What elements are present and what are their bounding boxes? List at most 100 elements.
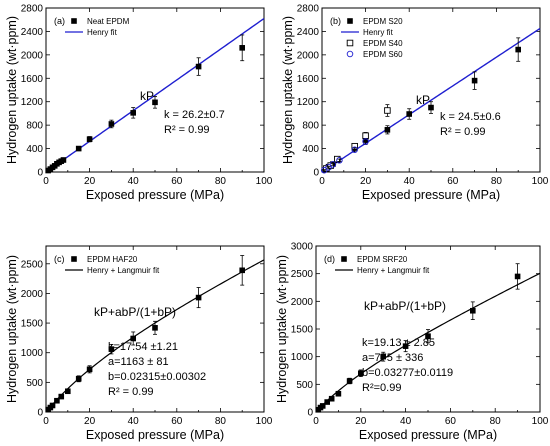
data-point [130,110,136,116]
legend: (d) EPDM SRF20 Henry + Langmuir fit [324,254,430,275]
data-point [358,370,364,377]
series-neat-epdm [45,34,245,174]
data-point [75,145,82,152]
data-point [152,99,158,106]
chart-panel-d: 0 20 40 60 80 100050010001500200025003000Expo… [275,242,549,443]
legend: (a) Neat EPDM Henry fit [54,16,130,37]
data-point [54,397,60,404]
data-point [351,146,358,153]
x-tick-label: 0 [319,176,325,187]
x-tick-label: 20 [355,416,367,427]
y-tick-label: 1000 [291,352,314,363]
y-tick-label: 3000 [291,242,314,253]
legend-entry: Henry fit [87,28,118,37]
legend-entry: EPDM S40 [363,39,403,48]
data-point [347,18,353,24]
fit-parameter: k=17.54 ±1.21 [108,341,178,353]
data-point [195,63,202,70]
x-tick-label: 0 [43,176,49,187]
data-point [384,127,391,133]
data-point [329,161,337,168]
fit-line [45,259,265,413]
data-point [324,399,330,405]
data-point [336,157,343,164]
x-axis-label: Exposed pressure (MPa) [86,428,224,442]
x-tick-label: 80 [490,416,502,427]
y-tick-label: 1500 [21,319,44,330]
y-tick-label: 0 [37,168,43,179]
data-point [71,18,77,24]
x-tick-label: 60 [171,416,183,427]
y-tick-label: 1000 [21,348,44,359]
fit-parameter: b=0.03277±0.0119 [362,367,453,379]
fit-parameter: R² = 0.99 [164,124,210,136]
model-annotation: kP [140,89,154,103]
fit-line [321,27,541,173]
legend: (b) EPDM S20 Henry fit EPDM S40 EPDM S60 [330,16,403,59]
data-point [239,45,245,51]
y-tick-label: 800 [302,121,319,132]
fit-parameter: k=19.13 ± 2.85 [362,337,435,349]
y-axis-label: Hydrogen uptake (wt·ppm) [281,16,295,164]
y-tick-label: 400 [26,144,43,155]
y-tick-label: 2000 [21,50,44,61]
y-tick-label: 500 [296,380,313,391]
model-annotation: kP+abP/(1+bP) [94,305,176,319]
y-tick-label: 500 [26,378,43,389]
data-point [320,166,328,174]
y-axis-label: Hydrogen uptake (wt·ppm) [5,255,19,403]
y-tick-label: 2800 [21,4,44,15]
y-axis-label: Hydrogen uptake (wt·ppm) [5,16,19,164]
y-tick-label: 2400 [21,27,44,38]
x-tick-label: 80 [215,416,227,427]
y-tick-label: 0 [313,168,319,179]
fit-parameter: R²=0.99 [362,382,401,394]
panel-label: (d) [324,254,335,264]
data-point [470,307,476,314]
data-point [108,121,115,127]
x-axis-label: Exposed pressure (MPa) [362,188,500,202]
data-point [130,335,136,342]
legend: (c) EPDM HAF20 Henry + Langmuir fit [54,254,160,275]
y-tick-label: 400 [302,144,319,155]
data-point [428,104,434,111]
data-point [362,132,369,139]
data-point [86,136,93,142]
y-tick-label: 0 [37,408,43,419]
y-tick-label: 2400 [297,27,320,38]
legend-entry: Henry + Langmuir fit [357,266,430,275]
x-tick-label: 60 [171,176,183,187]
x-tick-label: 20 [360,176,372,187]
legend-entry: Neat EPDM [87,17,130,26]
data-point [362,138,369,145]
data-point [152,325,158,331]
data-point [335,390,342,397]
data-point [58,393,65,400]
data-point [60,157,67,163]
data-point [325,164,332,171]
y-tick-label: 2800 [297,4,320,15]
data-point [346,378,353,384]
data-point [380,353,386,360]
x-tick-label: 40 [404,176,416,187]
y-tick-label: 1200 [21,97,44,108]
legend-entry: EPDM SRF20 [357,255,408,264]
y-tick-label: 1500 [291,325,314,336]
series-epdm-haf20 [45,255,245,413]
x-tick-label: 100 [532,176,549,187]
data-point [319,403,326,409]
legend-entry: EPDM S20 [363,17,403,26]
x-tick-label: 60 [445,416,457,427]
data-point [384,107,391,114]
y-tick-label: 0 [307,408,313,419]
data-point [402,343,409,349]
y-tick-label: 2000 [291,297,314,308]
panel-label: (b) [330,16,341,26]
chart-panel-a: 0 20 40 60 80 100 0 400 800 1200 1600 2000 2400 2800 E… [5,4,273,203]
data-point [425,333,431,339]
fit-line [45,17,265,173]
data-point [108,346,115,352]
data-point [239,267,245,274]
panel-label: (c) [54,254,65,264]
